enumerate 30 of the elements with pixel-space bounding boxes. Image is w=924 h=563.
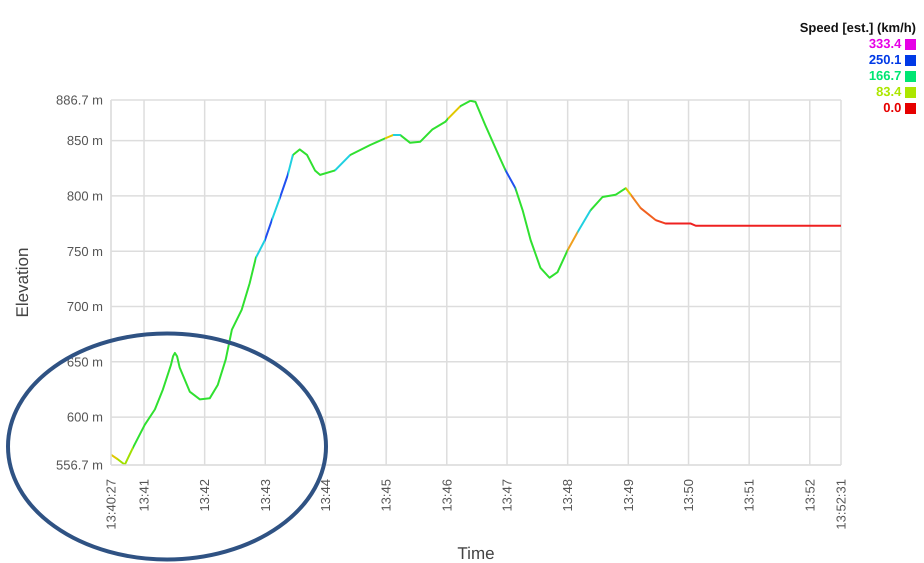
line-series [111, 100, 841, 465]
text: 0.0 [882, 100, 902, 116]
x-tick-label: 13:41 [136, 479, 152, 512]
x-tick-label: 13:51 [742, 479, 757, 512]
text: 83.4 [875, 84, 902, 100]
x-tick-label: 13:52 [802, 479, 818, 512]
x-axis-title: Time [457, 544, 495, 563]
x-tick-label: 13:42 [197, 479, 212, 512]
y-tick-label: 700 m [66, 299, 103, 314]
x-tick-label: 13:50 [681, 479, 696, 512]
y-tick-label: 850 m [66, 133, 103, 148]
y-tick-label: 556.7 m [56, 458, 103, 473]
y-tick-label: 750 m [66, 244, 103, 259]
x-tick-label: 13:49 [620, 479, 636, 512]
text: 333.4 [868, 36, 902, 52]
x-tick-label: 13:43 [258, 479, 273, 512]
y-tick-label: 600 m [66, 410, 103, 425]
x-tick-label: 13:44 [318, 479, 334, 512]
x-tick-label: 13:40:27 [104, 479, 118, 530]
text: 166.7 [868, 68, 902, 84]
y-axis-title: Elevation [13, 248, 32, 318]
y-tick-label: 886.7 m [56, 92, 103, 108]
x-tick-label: 13:45 [378, 479, 394, 512]
x-tick-label: 13:52:31 [834, 479, 848, 530]
text: 250.1 [868, 52, 902, 68]
x-tick-label: 13:48 [560, 479, 576, 512]
x-tick-label: 13:46 [439, 479, 454, 512]
y-tick-label: 800 m [66, 188, 103, 204]
x-tick-label: 13:47 [500, 479, 515, 512]
legend-title: Speed [est.] (km/h) [800, 20, 916, 36]
